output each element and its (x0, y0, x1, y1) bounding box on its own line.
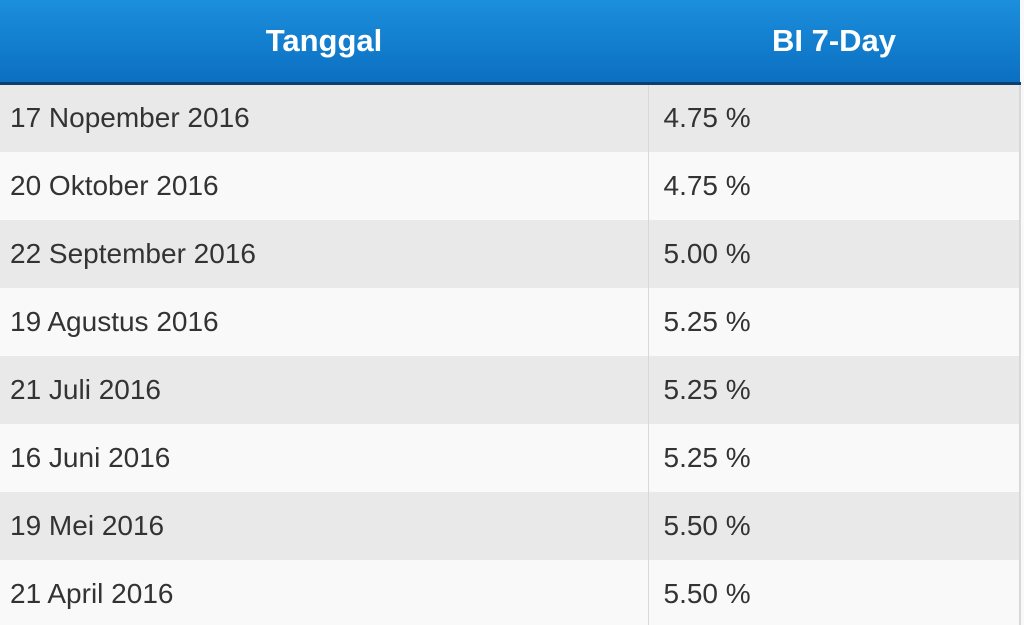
rate-cell: 5.25 % (648, 423, 1021, 492)
rate-cell: 5.50 % (648, 559, 1021, 625)
header-cell: Tanggal (0, 0, 648, 85)
rate-cell: 4.75 % (648, 83, 1021, 152)
table-row: 16 Juni 2016 5.25 % (0, 423, 1021, 492)
table-row: 22 September 2016 5.00 % (0, 219, 1021, 288)
date-cell: 21 April 2016 (0, 559, 649, 625)
rate-cell: 5.25 % (648, 355, 1021, 424)
date-cell: 20 Oktober 2016 (0, 151, 649, 220)
table-body: 17 Nopember 2016 4.75 % 20 Oktober 2016 4.7… (0, 83, 1021, 625)
rate-cell: 5.25 % (648, 287, 1021, 356)
table-header: Tanggal BI 7-Day (0, 0, 1020, 85)
date-cell: 19 Agustus 2016 (0, 287, 649, 356)
table-row: 21 April 2016 5.50 % (0, 559, 1021, 625)
date-cell: 22 September 2016 (0, 219, 649, 288)
rate-cell: 5.50 % (648, 491, 1021, 560)
rate-cell: 5.00 % (648, 219, 1021, 288)
table-row: 17 Nopember 2016 4.75 % (0, 83, 1021, 152)
rate-cell: 4.75 % (648, 151, 1021, 220)
table-row: 19 Agustus 2016 5.25 % (0, 287, 1021, 356)
table-row: 20 Oktober 2016 4.75 % (0, 151, 1021, 220)
header-row: Tanggal BI 7-Day (0, 0, 1020, 85)
date-cell: 19 Mei 2016 (0, 491, 649, 560)
table-row: 19 Mei 2016 5.50 % (0, 491, 1021, 560)
date-cell: 17 Nopember 2016 (0, 83, 649, 152)
date-cell: 21 Juli 2016 (0, 355, 649, 424)
date-cell: 16 Juni 2016 (0, 423, 649, 492)
header-cell: BI 7-Day (648, 0, 1020, 85)
table-row: 21 Juli 2016 5.25 % (0, 355, 1021, 424)
